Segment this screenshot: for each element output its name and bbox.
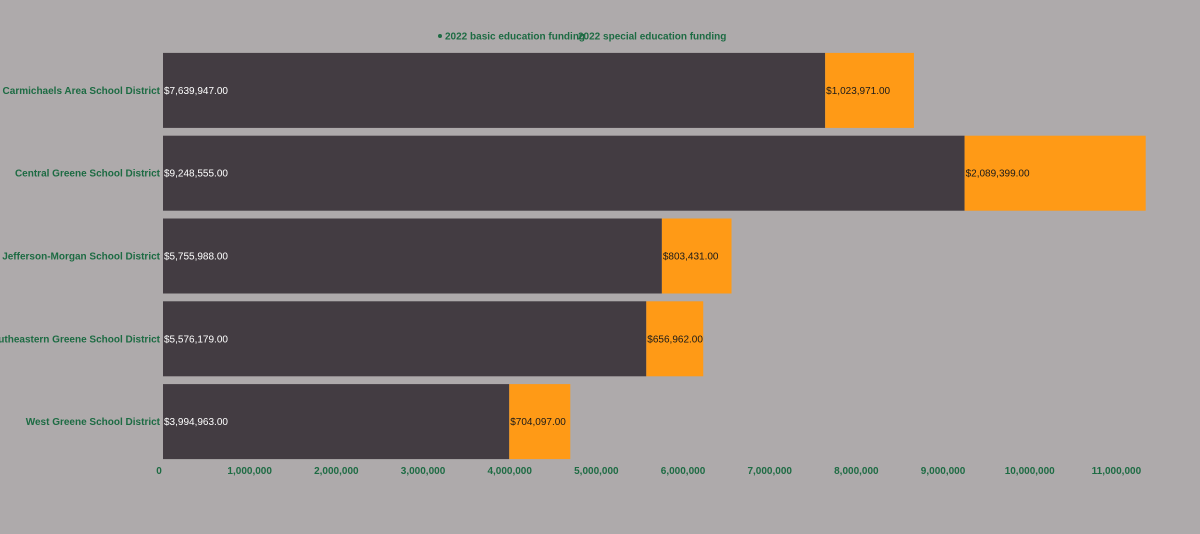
category-label: Jefferson-Morgan School District	[2, 252, 160, 263]
data-label-special: $1,023,971.00	[826, 86, 890, 97]
bar-special-funding[interactable]	[509, 384, 571, 460]
legend-marker-basic	[438, 34, 442, 38]
category-label: Central Greene School District	[15, 169, 161, 180]
data-label-special: $704,097.00	[510, 417, 566, 428]
x-tick-label: 6,000,000	[661, 466, 706, 477]
x-tick-label: 4,000,000	[487, 466, 532, 477]
data-label-special: $2,089,399.00	[966, 169, 1030, 180]
data-label-special: $656,962.00	[647, 334, 703, 345]
category-label: Carmichaels Area School District	[3, 86, 161, 97]
legend-label-special: 2022 special education funding	[578, 32, 726, 43]
x-tick-label: 9,000,000	[921, 466, 966, 477]
data-label-special: $803,431.00	[663, 252, 719, 263]
x-tick-label: 5,000,000	[574, 466, 619, 477]
data-label-basic: $5,755,988.00	[164, 252, 228, 263]
x-tick-label: 1,000,000	[227, 466, 272, 477]
legend-label-basic: 2022 basic education funding	[445, 32, 585, 43]
data-label-basic: $3,994,963.00	[164, 417, 228, 428]
data-label-basic: $9,248,555.00	[164, 169, 228, 180]
bar-basic-funding[interactable]	[163, 301, 647, 377]
category-label: West Greene School District	[26, 417, 161, 428]
bar-basic-funding[interactable]	[163, 384, 510, 460]
data-label-basic: $7,639,947.00	[164, 86, 228, 97]
bar-special-funding[interactable]	[646, 301, 704, 377]
x-tick-label: 2,000,000	[314, 466, 359, 477]
x-tick-label: 11,000,000	[1092, 466, 1142, 477]
bar-special-funding[interactable]	[964, 135, 1146, 211]
bar-special-funding[interactable]	[661, 218, 732, 294]
x-tick-label: 8,000,000	[834, 466, 879, 477]
category-label: Southeastern Greene School District	[0, 334, 161, 345]
x-tick-label: 3,000,000	[401, 466, 446, 477]
data-label-basic: $5,576,179.00	[164, 334, 228, 345]
bar-basic-funding[interactable]	[163, 218, 662, 294]
x-tick-label: 0	[156, 466, 162, 477]
bar-basic-funding[interactable]	[163, 135, 965, 211]
x-tick-label: 7,000,000	[747, 466, 792, 477]
x-tick-label: 10,000,000	[1005, 466, 1055, 477]
bar-special-funding[interactable]	[825, 52, 914, 128]
bar-basic-funding[interactable]	[163, 52, 826, 128]
